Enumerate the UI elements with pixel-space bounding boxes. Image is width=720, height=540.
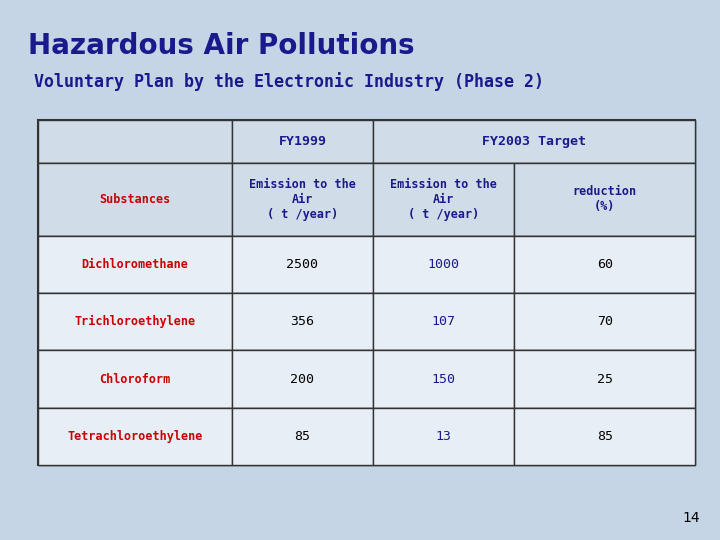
Text: 25: 25 xyxy=(597,373,613,386)
Bar xyxy=(232,293,373,350)
Text: Trichloroethylene: Trichloroethylene xyxy=(74,315,195,328)
Text: FY1999: FY1999 xyxy=(279,135,326,148)
Bar xyxy=(373,293,514,350)
Text: 356: 356 xyxy=(290,315,315,328)
Bar xyxy=(38,293,695,350)
Text: 85: 85 xyxy=(294,430,310,443)
Text: 70: 70 xyxy=(597,315,613,328)
Text: 150: 150 xyxy=(432,373,456,386)
Text: 200: 200 xyxy=(290,373,315,386)
Bar xyxy=(38,120,695,465)
Bar xyxy=(514,408,695,465)
Text: FY2003 Target: FY2003 Target xyxy=(482,135,586,148)
Text: Chloroform: Chloroform xyxy=(99,373,171,386)
Bar xyxy=(373,120,695,163)
Bar xyxy=(514,350,695,408)
Bar xyxy=(38,350,232,408)
Text: 14: 14 xyxy=(683,511,700,525)
Bar xyxy=(38,163,232,235)
Bar xyxy=(38,293,232,350)
Bar xyxy=(38,408,232,465)
Text: Emission to the
Air
( t /year): Emission to the Air ( t /year) xyxy=(390,178,497,221)
Bar xyxy=(232,408,373,465)
Bar xyxy=(38,163,695,235)
Text: reduction
(%): reduction (%) xyxy=(572,185,636,213)
Bar xyxy=(38,120,695,163)
Text: 85: 85 xyxy=(597,430,613,443)
Text: Dichloromethane: Dichloromethane xyxy=(81,258,189,271)
Text: Hazardous Air Pollutions: Hazardous Air Pollutions xyxy=(28,32,415,60)
Text: Tetrachloroethylene: Tetrachloroethylene xyxy=(67,430,202,443)
Text: Voluntary Plan by the Electronic Industry (Phase 2): Voluntary Plan by the Electronic Industr… xyxy=(34,72,544,91)
Bar xyxy=(232,235,373,293)
Bar xyxy=(38,120,232,163)
Text: 2500: 2500 xyxy=(287,258,318,271)
Text: 107: 107 xyxy=(432,315,456,328)
Text: 60: 60 xyxy=(597,258,613,271)
Text: Emission to the
Air
( t /year): Emission to the Air ( t /year) xyxy=(249,178,356,221)
Bar xyxy=(38,350,695,408)
Bar xyxy=(514,235,695,293)
Bar xyxy=(514,293,695,350)
Bar xyxy=(232,350,373,408)
Bar xyxy=(38,235,232,293)
Bar xyxy=(373,163,514,235)
Bar xyxy=(232,120,373,163)
Text: Substances: Substances xyxy=(99,193,171,206)
Bar xyxy=(232,163,373,235)
Text: 1000: 1000 xyxy=(428,258,459,271)
Bar xyxy=(514,163,695,235)
Bar xyxy=(373,235,514,293)
Bar xyxy=(373,350,514,408)
Bar xyxy=(373,408,514,465)
Text: 13: 13 xyxy=(436,430,451,443)
Bar xyxy=(38,235,695,293)
Bar xyxy=(38,408,695,465)
